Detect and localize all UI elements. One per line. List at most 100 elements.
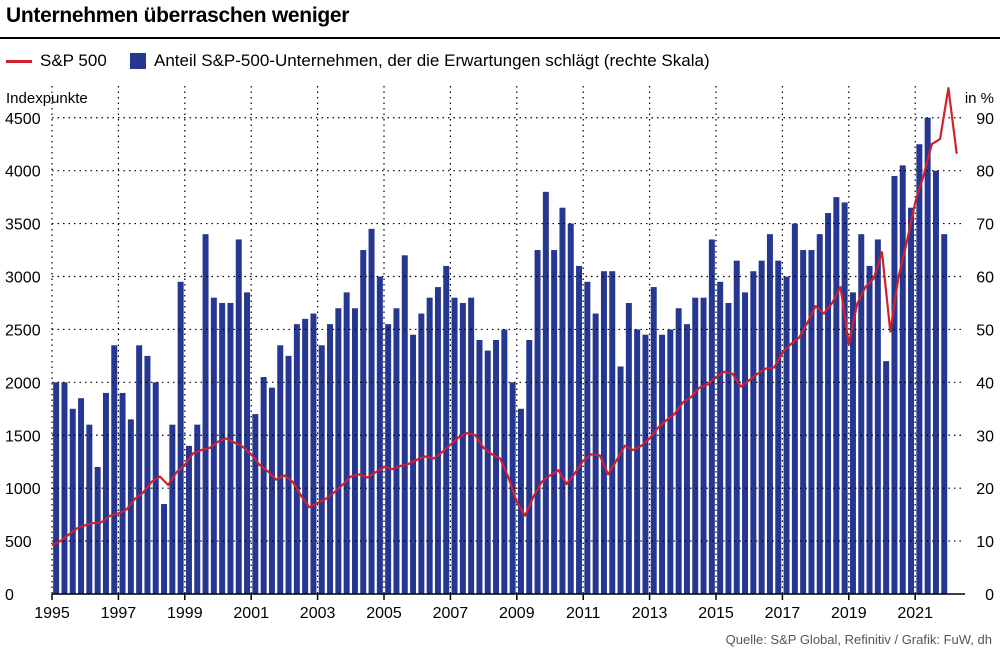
bar	[260, 377, 267, 594]
bar	[194, 424, 201, 594]
bar	[858, 234, 865, 595]
bar	[401, 255, 408, 594]
legend-item-bars: Anteil S&P-500-Unternehmen, der die Erwa…	[130, 51, 710, 71]
bar	[202, 234, 209, 595]
bar	[310, 313, 317, 594]
x-tick-label: 2003	[300, 605, 336, 622]
bar	[376, 276, 383, 594]
right-tick-label: 70	[976, 217, 994, 234]
right-tick-label: 60	[976, 270, 994, 287]
bar	[891, 175, 898, 594]
bar	[227, 302, 234, 594]
bar	[941, 234, 948, 595]
bar	[791, 223, 798, 594]
right-tick-label: 10	[976, 534, 994, 551]
bar	[111, 345, 118, 594]
bar	[443, 265, 450, 594]
axis-layer: 0 500 1000 1500 2000 2500 3000 3500 4000 4500 0 10 2…	[5, 111, 994, 622]
bar	[293, 324, 300, 595]
bar	[576, 265, 583, 594]
bar	[849, 292, 856, 595]
bar	[468, 297, 475, 594]
bar	[343, 292, 350, 595]
bar	[659, 334, 666, 594]
bar	[717, 281, 724, 594]
x-tick-label: 2009	[499, 605, 535, 622]
bar	[94, 467, 101, 594]
right-tick-label: 40	[976, 375, 994, 392]
left-tick-label: 3500	[5, 217, 41, 234]
legend: S&P 500 Anteil S&P-500-Unternehmen, der …	[0, 51, 1000, 75]
bars-layer	[53, 117, 948, 595]
bar	[484, 350, 491, 594]
bar	[244, 292, 251, 595]
bar	[285, 355, 292, 595]
bar	[318, 345, 325, 594]
legend-item-line: S&P 500	[6, 51, 107, 71]
bar	[841, 202, 848, 595]
x-tick-label: 2017	[765, 605, 801, 622]
x-tick-label: 2013	[632, 605, 668, 622]
bar	[733, 260, 740, 595]
bar	[501, 329, 508, 594]
bar	[268, 387, 275, 595]
right-axis-title: in %	[964, 90, 994, 107]
bar	[335, 308, 342, 594]
bar	[899, 165, 906, 595]
bar	[542, 191, 549, 594]
left-tick-label: 4000	[5, 164, 41, 181]
bar	[360, 250, 367, 595]
bar	[119, 392, 126, 594]
bar	[185, 445, 192, 594]
bar	[252, 414, 259, 594]
x-tick-label: 2015	[698, 605, 734, 622]
sp500-line	[51, 87, 958, 547]
bar	[908, 207, 915, 594]
x-tick-label: 2005	[366, 605, 402, 622]
bar	[617, 366, 624, 594]
bar	[775, 260, 782, 595]
bar	[725, 302, 732, 594]
bar	[667, 329, 674, 594]
bar	[327, 324, 334, 595]
bar	[351, 308, 358, 594]
bar	[78, 398, 85, 594]
bar	[219, 302, 226, 594]
title-rule	[0, 37, 1000, 39]
line-layer	[51, 87, 958, 547]
bar	[609, 271, 616, 594]
bar	[916, 144, 923, 594]
bar	[418, 313, 425, 594]
right-tick-label: 0	[985, 587, 994, 604]
bar	[434, 287, 441, 594]
bar	[924, 117, 931, 594]
bar	[675, 308, 682, 594]
x-tick-label: 2011	[566, 605, 601, 622]
bar	[634, 329, 641, 594]
bar	[136, 345, 143, 594]
left-tick-label: 1500	[5, 428, 41, 445]
bar	[534, 250, 541, 595]
bar	[302, 318, 309, 594]
bar	[235, 239, 242, 594]
x-tick-label: 1995	[34, 605, 70, 622]
left-tick-label: 2000	[5, 375, 41, 392]
bar	[766, 234, 773, 595]
bar	[86, 424, 93, 594]
bar	[708, 239, 715, 594]
bar	[800, 250, 807, 595]
legend-bar-swatch	[130, 53, 146, 69]
bar	[816, 234, 823, 595]
grid-layer	[51, 86, 965, 594]
left-tick-label: 2500	[5, 322, 41, 339]
bar	[517, 408, 524, 594]
bar	[692, 297, 699, 594]
bar	[866, 265, 873, 594]
left-axis-title: Indexpunkte	[6, 90, 88, 107]
x-tick-label: 2021	[897, 605, 933, 622]
bar	[451, 297, 458, 594]
bar	[152, 382, 159, 594]
bar	[393, 308, 400, 594]
chart-title: Unternehmen überraschen weniger	[6, 4, 350, 27]
bar	[808, 250, 815, 595]
